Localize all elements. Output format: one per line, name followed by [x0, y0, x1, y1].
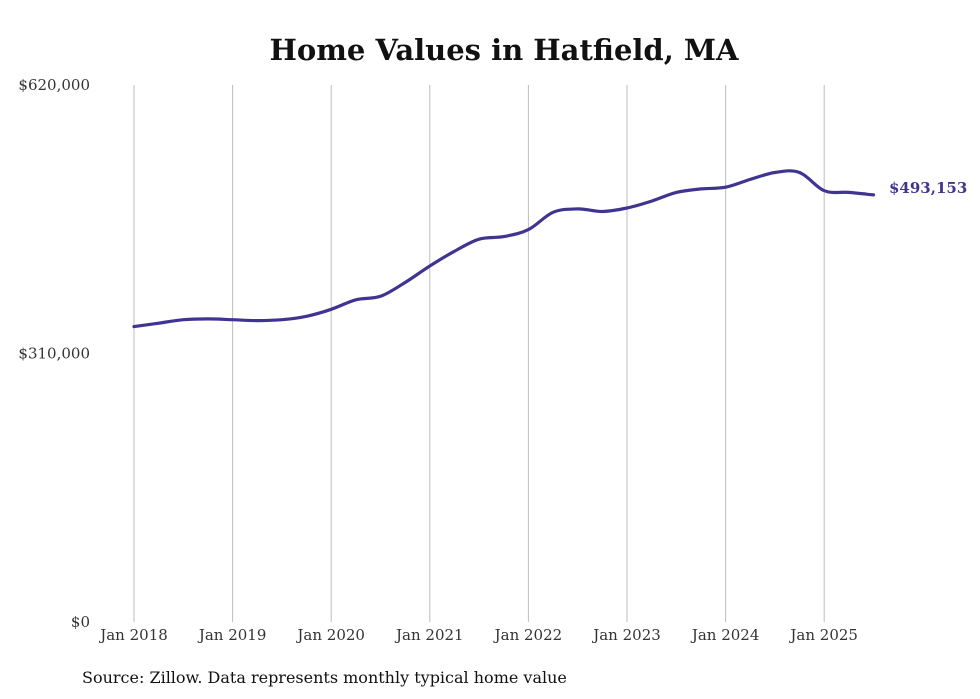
source-note: Source: Zillow. Data represents monthly … — [82, 668, 567, 687]
y-tick-label: $620,000 — [18, 76, 90, 94]
x-tick-label: Jan 2018 — [98, 626, 168, 644]
x-tick-label: Jan 2019 — [197, 626, 267, 644]
x-tick-label: Jan 2022 — [493, 626, 563, 644]
x-tick-label: Jan 2024 — [690, 626, 760, 644]
end-value-label: $493,153 — [889, 179, 967, 197]
y-tick-label: $0 — [71, 613, 90, 631]
y-axis-ticks: $0 $310,000 $620,000 — [18, 76, 90, 631]
x-tick-label: Jan 2023 — [591, 626, 661, 644]
x-tick-label: Jan 2021 — [394, 626, 464, 644]
x-tick-label: Jan 2020 — [295, 626, 365, 644]
x-axis-ticks: Jan 2018 Jan 2019 Jan 2020 Jan 2021 Jan 2022… — [98, 626, 858, 644]
x-tick-label: Jan 2025 — [788, 626, 858, 644]
gridlines — [133, 85, 825, 622]
series-line-home-value — [132, 169, 876, 329]
y-tick-label: $310,000 — [18, 345, 90, 363]
chart-title: Home Values in Hatfield, MA — [270, 33, 739, 67]
